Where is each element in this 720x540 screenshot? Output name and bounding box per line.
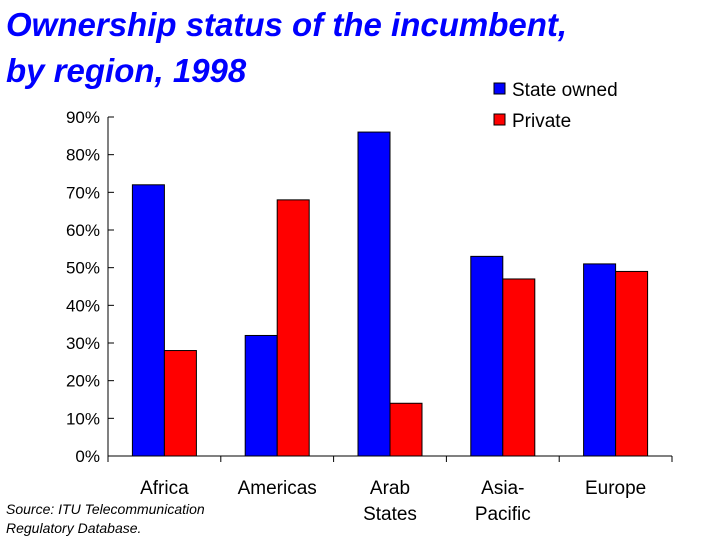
y-tick-label: 60% bbox=[66, 221, 100, 240]
x-tick-label: Europe bbox=[585, 478, 646, 499]
y-tick-label: 70% bbox=[66, 183, 100, 202]
x-tick-label: Asia-Pacific bbox=[475, 478, 531, 525]
y-tick-label: 20% bbox=[66, 372, 100, 391]
bar-private bbox=[502, 278, 536, 457]
bar-state-owned bbox=[357, 131, 391, 457]
y-tick-label: 40% bbox=[66, 296, 100, 315]
y-tick-label: 50% bbox=[66, 259, 100, 278]
source-note: Source: ITU Telecommunication Regulatory… bbox=[6, 500, 205, 538]
y-axis: 0% 10% 20% 30% 40% 50% 60% 70% 80% 90% bbox=[66, 108, 114, 466]
y-tick-label: 80% bbox=[66, 146, 100, 165]
legend-swatch bbox=[493, 82, 506, 95]
source-line-2: Regulatory Database. bbox=[6, 520, 142, 536]
bar-private bbox=[163, 350, 197, 457]
legend: State owned Private bbox=[493, 80, 618, 132]
y-tick-label: 90% bbox=[66, 108, 100, 127]
y-tick-label: 10% bbox=[66, 409, 100, 428]
x-tick-label: Arab States bbox=[363, 478, 417, 525]
legend-label: State owned bbox=[512, 80, 618, 101]
chart-title: Ownership status of the incumbent, by re… bbox=[6, 2, 567, 94]
bar-state-owned bbox=[583, 263, 617, 457]
bar-private bbox=[615, 270, 649, 457]
chart-title-line-1: Ownership status of the incumbent, bbox=[6, 6, 568, 43]
x-tick-label: Africa bbox=[140, 478, 189, 499]
bar-private bbox=[389, 402, 423, 457]
bar-state-owned bbox=[470, 255, 504, 457]
y-tick-label: 30% bbox=[66, 334, 100, 353]
bars bbox=[131, 131, 649, 457]
bar-state-owned bbox=[244, 334, 278, 457]
bar-state-owned bbox=[131, 184, 165, 457]
bar-private bbox=[276, 199, 310, 457]
legend-label: Private bbox=[512, 111, 571, 132]
chart-title-line-2: by region, 1998 bbox=[6, 52, 247, 89]
y-tick-label: 0% bbox=[75, 447, 100, 466]
x-tick-label: Americas bbox=[238, 478, 317, 499]
legend-swatch bbox=[493, 113, 506, 126]
source-line-1: Source: ITU Telecommunication bbox=[6, 501, 205, 517]
